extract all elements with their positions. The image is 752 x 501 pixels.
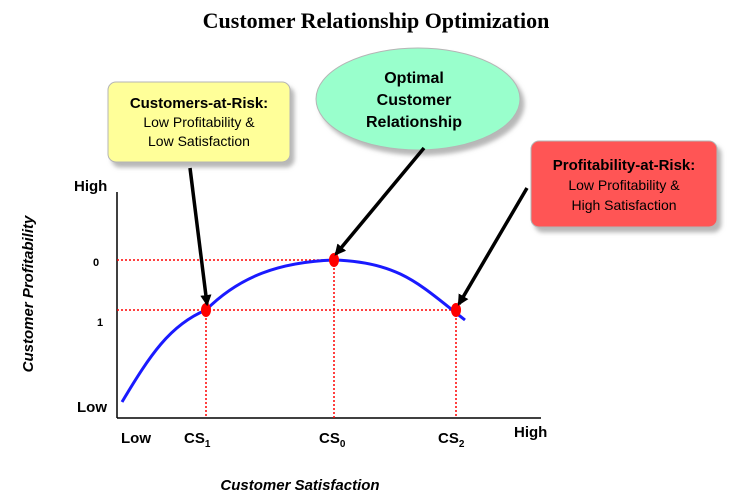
y-axis-tick-1: 1	[97, 317, 103, 329]
x-axis-cs2-sub: 2	[459, 439, 465, 450]
x-axis-cs1-sub: 1	[205, 439, 211, 450]
x-axis-cs1-main: CS	[184, 430, 205, 447]
callout-customers-at-risk: Customers-at-Risk: Low Profitability & L…	[107, 81, 291, 163]
callout-customers-at-risk-box	[107, 81, 291, 163]
point-cs2	[451, 303, 461, 317]
callout-customers-at-risk-title: Customers-at-Risk:	[130, 95, 268, 112]
x-axis-cs0-main: CS	[319, 430, 340, 447]
x-axis-cs2-main: CS	[438, 430, 459, 447]
arrow-profitability-at-risk	[457, 187, 529, 306]
callout-profitability-at-risk: Profitability-at-Risk: Low Profitability…	[530, 140, 718, 228]
y-axis-low-label: Low	[77, 399, 107, 416]
callout-optimal-ellipse	[315, 47, 521, 151]
x-axis-cs0-sub: 0	[340, 439, 346, 450]
x-axis-cs1-label: CS1	[184, 430, 211, 450]
point-cs0	[329, 253, 339, 267]
callout-optimal-line3: Relationship	[366, 114, 462, 131]
page-title: Customer Relationship Optimization	[203, 8, 550, 33]
callout-optimal-line2: Customer	[377, 92, 452, 109]
x-axis-high-label: High	[514, 424, 547, 441]
profitability-curve	[120, 258, 466, 403]
x-axis-cs2-label: CS2	[438, 430, 465, 450]
point-cs1	[201, 303, 211, 317]
x-axis-low-label: Low	[121, 430, 151, 447]
arrow-optimal	[334, 146, 426, 256]
y-axis-tick-0: 0	[93, 257, 99, 269]
callout-profitability-at-risk-box	[530, 140, 718, 228]
callout-customers-at-risk-line1: Low Profitability &	[143, 114, 255, 130]
arrow-customers-at-risk	[188, 167, 212, 307]
x-axis-cs0-label: CS0	[319, 430, 346, 450]
callout-customers-at-risk-line2: Low Satisfaction	[148, 133, 250, 149]
callout-optimal: Optimal Customer Relationship	[315, 47, 521, 151]
y-axis-high-label: High	[74, 178, 107, 195]
callout-profitability-at-risk-line2: High Satisfaction	[571, 197, 676, 213]
x-axis-title: Customer Satisfaction	[220, 477, 379, 494]
callout-profitability-at-risk-title: Profitability-at-Risk:	[553, 157, 696, 174]
y-axis-title: Customer Profitability	[20, 215, 37, 372]
callout-optimal-line1: Optimal	[384, 70, 444, 87]
callout-profitability-at-risk-line1: Low Profitability &	[568, 177, 680, 193]
